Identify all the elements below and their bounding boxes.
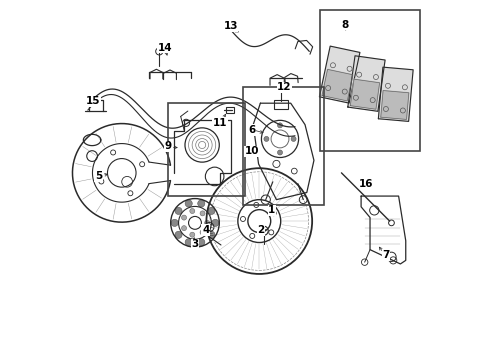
Text: 6: 6 [248,125,256,135]
Text: 10: 10 [245,147,259,157]
Bar [168,103,245,196]
Circle shape [175,207,182,215]
Circle shape [182,226,187,231]
Bar [226,108,234,113]
Circle shape [185,239,192,246]
Text: 11: 11 [213,118,227,128]
Circle shape [200,230,205,235]
Text: 13: 13 [223,21,238,31]
Circle shape [212,219,219,226]
Text: 12: 12 [277,82,292,92]
Text: 16: 16 [359,179,374,189]
Text: 8: 8 [342,19,349,30]
Text: 15: 15 [86,96,100,107]
Circle shape [277,123,283,128]
Circle shape [205,220,210,225]
Circle shape [264,136,269,141]
Circle shape [208,231,215,238]
Bar [320,10,420,152]
Circle shape [190,232,195,237]
Polygon shape [350,79,380,109]
Bar [243,87,323,205]
Circle shape [197,239,205,246]
Circle shape [185,200,192,207]
Text: 1: 1 [268,205,275,215]
Polygon shape [378,67,413,121]
Polygon shape [322,69,353,101]
Text: 7: 7 [382,250,390,260]
Text: 3: 3 [192,239,198,249]
Circle shape [182,215,187,220]
Polygon shape [319,46,360,103]
Text: 5: 5 [95,171,102,181]
Text: 4: 4 [202,225,209,235]
Text: 2: 2 [257,225,265,235]
Circle shape [190,208,195,213]
Circle shape [208,207,215,215]
Text: 14: 14 [157,43,172,53]
Polygon shape [348,56,385,111]
Text: 9: 9 [165,141,172,151]
Circle shape [197,200,205,207]
Bar [273,100,288,109]
Circle shape [200,211,205,216]
Circle shape [291,136,296,141]
Circle shape [171,219,178,226]
Polygon shape [381,91,409,120]
Circle shape [277,150,283,155]
Circle shape [175,231,182,238]
